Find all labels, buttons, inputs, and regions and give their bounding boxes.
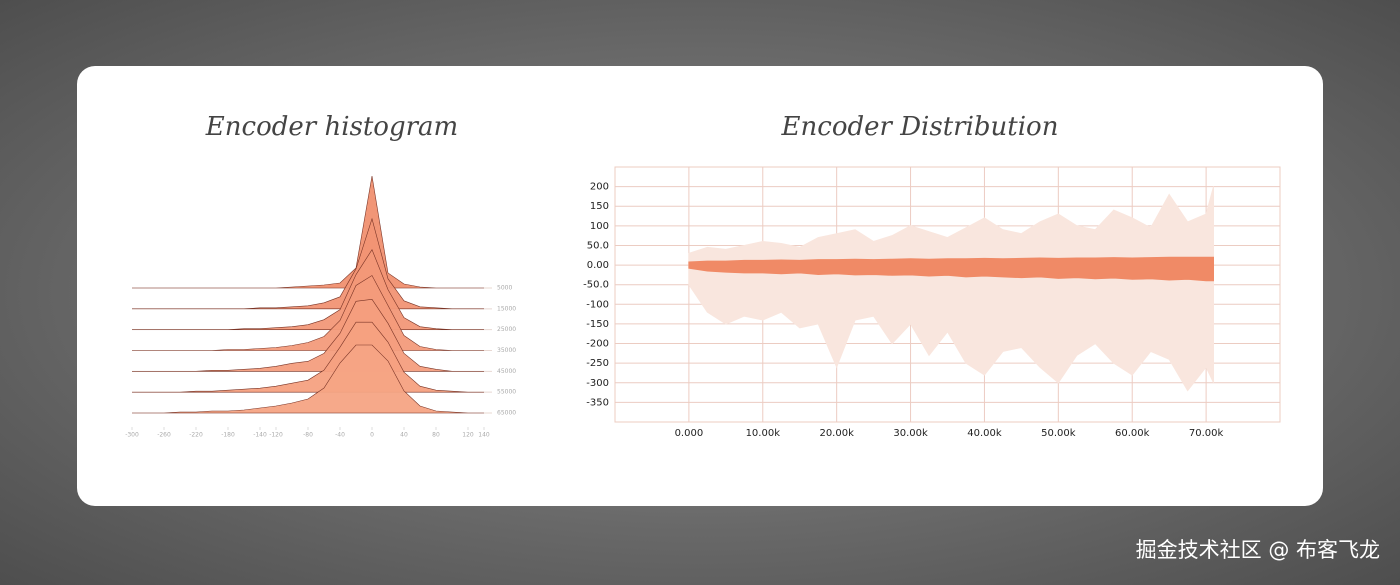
y-tick-label: -300 [586, 378, 609, 389]
x-tick-label: -300 [125, 432, 139, 439]
distribution-band [688, 256, 1214, 282]
y-tick-label: -100 [586, 299, 609, 310]
ridge [132, 299, 484, 372]
x-tick-label: 40.00k [967, 428, 1002, 439]
x-tick-label: 70.00k [1189, 428, 1224, 439]
x-tick-label: -80 [303, 432, 313, 439]
x-tick-label: 120 [462, 432, 474, 439]
y-tick-label: -50.0 [583, 280, 609, 291]
ridge [132, 275, 484, 351]
x-tick-label: 40 [400, 432, 408, 439]
x-tick-label: -260 [157, 432, 171, 439]
x-tick-label: 50.00k [1041, 428, 1076, 439]
ridge [132, 217, 484, 310]
x-tick-label: 10.00k [746, 428, 781, 439]
ridge-label: 35000 [497, 347, 516, 354]
watermark: 掘金技术社区 @ 布客飞龙 [1136, 538, 1380, 562]
ridge-label: 25000 [497, 326, 516, 333]
ridge-label: 5000 [497, 285, 512, 292]
ridge [132, 321, 484, 393]
ridge [132, 344, 484, 414]
plot-frame [614, 166, 1281, 423]
y-tick-label: 0.00 [587, 260, 609, 271]
x-tick-label: -40 [335, 432, 345, 439]
ridge-label: 15000 [497, 305, 516, 312]
x-tick-label: -120 [269, 432, 283, 439]
x-tick-label: 0.000 [675, 428, 704, 439]
x-tick-label: 60.00k [1115, 428, 1150, 439]
y-tick-label: 150 [590, 201, 609, 212]
ridge-label: 45000 [497, 368, 516, 375]
x-tick-label: 80 [432, 432, 440, 439]
chart-title: Encoder histogram [205, 112, 458, 142]
x-tick-label: 20.00k [819, 428, 854, 439]
ridge [132, 175, 484, 289]
x-tick-label: 30.00k [893, 428, 928, 439]
y-tick-label: -250 [586, 358, 609, 369]
x-tick-label: -220 [189, 432, 203, 439]
y-tick-label: -150 [586, 319, 609, 330]
ridge-label: 55000 [497, 389, 516, 396]
y-tick-label: 100 [590, 221, 609, 232]
y-tick-label: 200 [590, 182, 609, 193]
x-tick-label: 0 [370, 432, 374, 439]
y-tick-label: -350 [586, 397, 609, 408]
ridge [132, 249, 484, 330]
distribution-band [688, 186, 1214, 392]
y-tick-label: 50.0 [587, 240, 609, 251]
y-tick-label: -200 [586, 339, 609, 350]
ridge-label: 65000 [497, 410, 516, 417]
chart-title: Encoder Distribution [781, 112, 1059, 142]
x-tick-label: -140 [253, 432, 267, 439]
x-tick-label: 140 [478, 432, 490, 439]
x-tick-label: -180 [221, 432, 235, 439]
